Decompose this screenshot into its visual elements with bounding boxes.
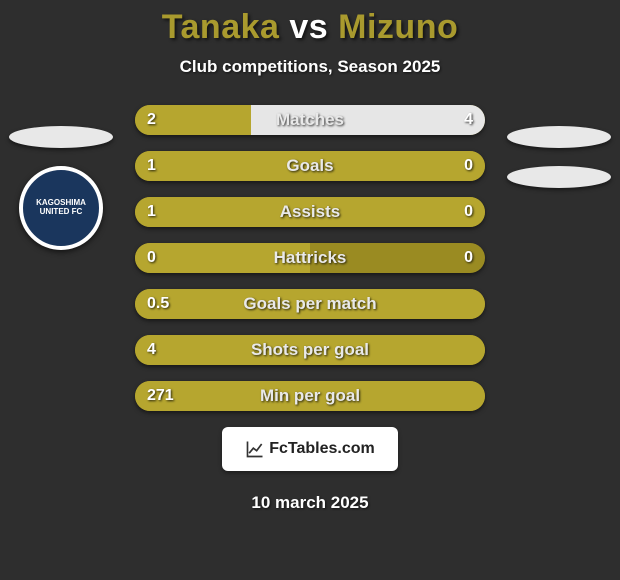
vs-word: vs: [289, 8, 328, 46]
stat-label: Shots per goal: [135, 335, 485, 365]
stat-value-left: 271: [147, 381, 174, 411]
chart-icon: [245, 439, 265, 459]
stat-bar: Shots per goal4: [135, 335, 485, 365]
stat-row: Shots per goal4: [0, 335, 620, 365]
stat-value-left: 0.5: [147, 289, 169, 319]
footer-date: 10 march 2025: [0, 493, 620, 513]
stat-bar: Matches2 4: [135, 105, 485, 135]
player-b-name: Mizuno: [338, 8, 458, 46]
stat-value-right: 0: [464, 151, 473, 181]
stat-value-left: 4: [147, 335, 156, 365]
stat-label: Assists: [135, 197, 485, 227]
stat-row: Goals per match0.5: [0, 289, 620, 319]
page-root: Tanaka vs Mizuno Club competitions, Seas…: [0, 0, 620, 580]
stat-label: Min per goal: [135, 381, 485, 411]
stat-value-right: 4: [464, 105, 473, 135]
stat-value-left: 0: [147, 243, 156, 273]
stat-label: Goals per match: [135, 289, 485, 319]
stat-row: Goals1 0: [0, 151, 620, 181]
stat-value-left: 1: [147, 197, 156, 227]
brand-text: FcTables.com: [269, 440, 375, 458]
stat-bar: Goals1 0: [135, 151, 485, 181]
stat-value-right: 0: [464, 243, 473, 273]
subtitle: Club competitions, Season 2025: [0, 57, 620, 77]
stat-value-left: 2: [147, 105, 156, 135]
stat-row: Assists1 0: [0, 197, 620, 227]
stat-value-right: 0: [464, 197, 473, 227]
stat-label: Matches: [135, 105, 485, 135]
stats-compare: Matches24Goals10Assists10Hattricks00Goal…: [0, 105, 620, 411]
stat-bar: Min per goal271: [135, 381, 485, 411]
stat-label: Hattricks: [135, 243, 485, 273]
stat-bar: Hattricks0 0: [135, 243, 485, 273]
page-title: Tanaka vs Mizuno: [0, 8, 620, 47]
brand-badge: FcTables.com: [222, 427, 398, 471]
stat-row: Matches2 4: [0, 105, 620, 135]
stat-bar: Assists1 0: [135, 197, 485, 227]
stat-bar: Goals per match0.5: [135, 289, 485, 319]
stat-label: Goals: [135, 151, 485, 181]
stat-row: Hattricks0 0: [0, 243, 620, 273]
player-a-name: Tanaka: [162, 8, 280, 46]
stat-row: Min per goal271: [0, 381, 620, 411]
stat-value-left: 1: [147, 151, 156, 181]
